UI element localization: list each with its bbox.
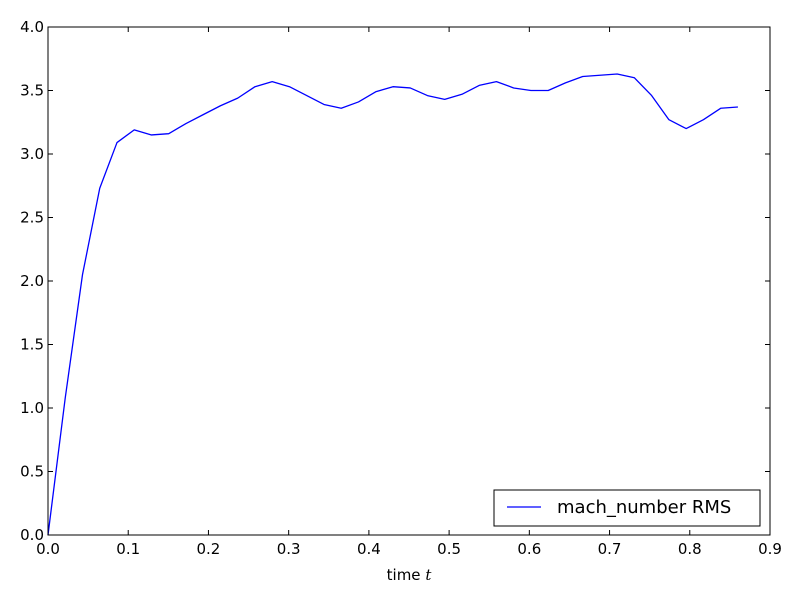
x-tick-label: 0.6 xyxy=(517,540,541,558)
x-axis-symbol: t xyxy=(425,566,432,584)
legend-label: mach_number RMS xyxy=(557,497,731,518)
x-tick-label: 0.9 xyxy=(758,540,782,558)
y-tick-label: 0.0 xyxy=(20,526,44,544)
x-axis-label: time t xyxy=(387,566,433,584)
x-tick-label: 0.8 xyxy=(678,540,702,558)
y-tick-label: 3.0 xyxy=(20,145,44,163)
y-tick-label: 3.5 xyxy=(20,82,44,100)
series-layer xyxy=(47,73,738,536)
y-tick-label: 1.0 xyxy=(20,399,44,417)
y-tick-label: 2.5 xyxy=(20,209,44,227)
series-line xyxy=(47,73,738,536)
x-tick-label: 0.0 xyxy=(36,540,60,558)
x-tick-label: 0.7 xyxy=(598,540,622,558)
y-tick-label: 1.5 xyxy=(20,336,44,354)
y-tick-label: 2.0 xyxy=(20,272,44,290)
x-tick-label: 0.1 xyxy=(116,540,140,558)
legend: mach_number RMS xyxy=(493,489,761,527)
plot-frame xyxy=(47,26,771,536)
x-tick-label: 0.4 xyxy=(357,540,381,558)
x-tick-label: 0.3 xyxy=(277,540,301,558)
x-tick-label: 0.2 xyxy=(197,540,221,558)
labels-layer: 0.0 0.1 0.2 0.3 0.4 0.5 0.6 0.7 0.8 0.9 0.0 0.5 1.0 1… xyxy=(20,18,782,558)
y-tick-label: 4.0 xyxy=(20,18,44,36)
x-tick-label: 0.5 xyxy=(437,540,461,558)
y-tick-label: 0.5 xyxy=(20,463,44,481)
legend-box xyxy=(493,489,761,527)
plot-area xyxy=(48,27,770,535)
